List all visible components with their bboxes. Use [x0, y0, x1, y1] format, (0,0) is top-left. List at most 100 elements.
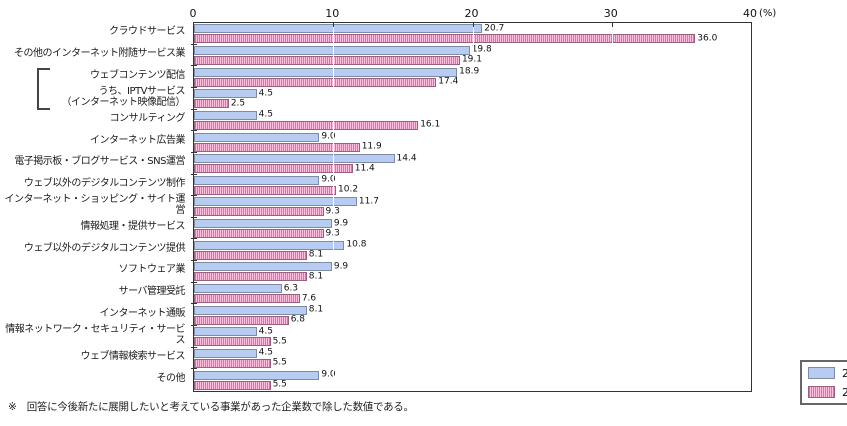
category-axis-tick: [191, 281, 197, 283]
bar-22: 16.1: [194, 120, 440, 130]
bar-21: 18.9: [194, 67, 479, 77]
bar-22: 6.8: [194, 315, 305, 325]
value-label: 17.4: [438, 76, 459, 87]
category-label: その他のインターネット附随サービス業: [14, 48, 186, 60]
value-label: 9.0: [321, 369, 336, 380]
value-label: 36.0: [697, 33, 718, 44]
bar-row: 6.3 7.6: [194, 283, 751, 305]
bar-21: 4.5: [194, 327, 273, 337]
category-label: 情報ネットワーク・セキュリティ・サービス: [5, 323, 185, 346]
x-axis-tick-mark: [472, 22, 474, 27]
category-axis-tick: [191, 108, 197, 110]
bar-21: 8.1: [194, 305, 323, 315]
category-axis-tick: [191, 325, 197, 327]
value-label: 4.5: [258, 109, 273, 120]
legend: 21年度(n=111) 22年度(n=236): [800, 360, 847, 405]
bar-22: 36.0: [194, 34, 717, 44]
legend-label-22: 22年度(n=236): [842, 385, 847, 399]
bar-row: 9.0 10.2: [194, 174, 751, 196]
bar-22: 5.5: [194, 337, 287, 347]
value-label: 4.5: [258, 326, 273, 337]
category-label: インターネット広告業: [90, 134, 186, 146]
value-label: 19.8: [471, 44, 492, 55]
value-label: 8.1: [308, 249, 324, 260]
gridline: [333, 23, 335, 391]
category-label: サーバ管理受託: [118, 286, 186, 298]
value-label: 18.9: [459, 66, 480, 77]
category-axis-tick: [191, 173, 197, 175]
category-label: インターネット通販: [99, 307, 186, 319]
bar-21: 9.0: [194, 175, 336, 185]
bar-rows: 20.736.019.819.118.917.44.52.54.516.19.0…: [194, 23, 751, 391]
x-axis-unit-label: (%): [759, 8, 777, 19]
gridline: [611, 23, 613, 391]
value-label: 9.9: [333, 218, 349, 229]
bar-21: 10.8: [194, 240, 366, 250]
category-label: その他: [156, 372, 186, 384]
legend-swatch-21-icon: [808, 367, 835, 380]
bar-22: 10.2: [194, 185, 358, 195]
value-label: 4.5: [258, 347, 273, 358]
bar-row: 4.5 2.5: [194, 88, 751, 110]
category-axis-tick: [191, 216, 197, 218]
value-label: 2.5: [230, 98, 246, 109]
value-label: 5.5: [272, 379, 287, 390]
x-axis: (%) 0 10 20 30 40: [190, 3, 777, 20]
category-label: コンサルティング: [109, 112, 186, 124]
bar-21: 20.7: [194, 24, 504, 34]
bar-22: 11.9: [194, 142, 382, 152]
value-label: 19.1: [462, 55, 482, 65]
value-label: 16.1: [420, 119, 441, 130]
value-label: 9.3: [326, 207, 340, 216]
value-label: 7.6: [301, 293, 317, 303]
value-label: 11.9: [361, 141, 382, 152]
bar-21: 14.4: [194, 154, 417, 164]
value-label: 11.4: [354, 163, 375, 174]
bar-21: 9.9: [194, 262, 348, 272]
bar-22: 8.1: [194, 250, 323, 260]
bar-22: 19.1: [194, 55, 482, 65]
category-axis-tick: [191, 346, 197, 348]
category-label: ウェブコンテンツ配信: [90, 69, 186, 81]
bar-21: 9.9: [194, 219, 348, 229]
x-axis-tick-label: 30: [603, 7, 618, 20]
category-axis-tick: [191, 151, 197, 153]
category-bracket: [37, 68, 50, 110]
category-axis-tick: [191, 86, 197, 88]
value-label: 5.5: [272, 336, 287, 347]
bar-21: 19.8: [194, 45, 492, 55]
category-label: 情報処理・提供サービス: [80, 221, 186, 233]
legend-item-22: 22年度(n=236): [808, 384, 847, 400]
bar-row: 9.9 8.1: [194, 261, 751, 283]
bar-row: 8.1 6.8: [194, 304, 751, 326]
bar-row: 4.5 16.1: [194, 110, 751, 132]
value-label: 9.0: [321, 174, 336, 185]
value-label: 10.2: [338, 184, 359, 195]
bar-21: 4.5: [194, 110, 273, 120]
bar-21: 11.7: [194, 197, 379, 207]
value-label: 9.0: [321, 131, 336, 142]
value-label: 9.9: [333, 261, 349, 272]
category-axis-tick: [191, 195, 197, 197]
bar-21: 9.0: [194, 370, 336, 380]
legend-swatch-22-icon: [808, 385, 835, 398]
bar-22: 11.4: [194, 164, 375, 174]
value-label: 6.3: [283, 283, 299, 293]
bar-row: 9.0 5.5: [194, 369, 751, 391]
bar-row: 14.4 11.4: [194, 153, 751, 175]
bar-row: 20.7 36.0: [194, 23, 751, 45]
bar-row: 10.8 8.1: [194, 239, 751, 261]
legend-item-21: 21年度(n=111): [808, 365, 847, 381]
value-label: 8.1: [308, 304, 324, 315]
footnote: ※ 回答に今後新たに展開したいと考えている事業があった企業数で除した数値である。: [8, 401, 414, 413]
x-axis-tick-label: 20: [464, 7, 479, 20]
bar-row: 9.99.3: [194, 218, 751, 240]
x-axis-tick-mark: [611, 22, 613, 27]
category-label: インターネット・ショッピング・サイト運営: [4, 194, 186, 216]
category-label: ウェブ以外のデジタルコンテンツ制作: [23, 177, 186, 189]
bar-22: 8.1: [194, 272, 323, 282]
value-label: 14.4: [396, 153, 417, 164]
bar-row: 18.9 17.4: [194, 66, 751, 88]
category-axis-tick: [191, 130, 197, 132]
category-axis-tick: [191, 368, 197, 370]
